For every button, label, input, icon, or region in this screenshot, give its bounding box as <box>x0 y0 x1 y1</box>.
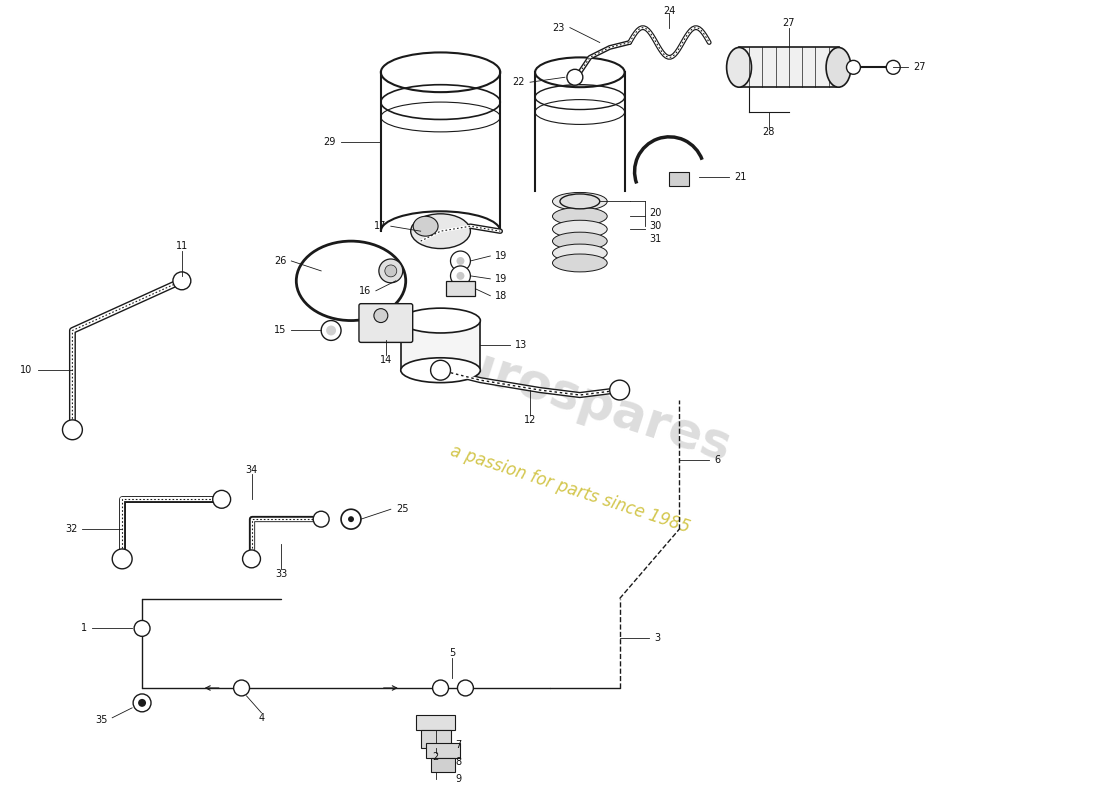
Text: 7: 7 <box>455 739 462 750</box>
Text: 14: 14 <box>379 355 392 366</box>
Text: 25: 25 <box>396 504 408 514</box>
Circle shape <box>348 516 354 522</box>
Circle shape <box>326 326 337 335</box>
Text: 22: 22 <box>513 78 525 87</box>
Ellipse shape <box>400 358 481 382</box>
FancyBboxPatch shape <box>359 304 412 342</box>
Ellipse shape <box>552 244 607 262</box>
Text: 16: 16 <box>359 286 371 296</box>
Bar <box>416 714 455 730</box>
Text: 33: 33 <box>275 569 287 578</box>
Text: 26: 26 <box>274 256 286 266</box>
Circle shape <box>321 321 341 341</box>
Ellipse shape <box>826 47 851 87</box>
Circle shape <box>456 272 464 280</box>
Circle shape <box>133 694 151 712</box>
Text: 32: 32 <box>65 524 77 534</box>
Text: 4: 4 <box>258 713 264 722</box>
Ellipse shape <box>552 232 607 250</box>
Text: 8: 8 <box>455 758 462 767</box>
Bar <box>400 321 481 370</box>
Text: 12: 12 <box>524 415 537 425</box>
Text: a passion for parts since 1985: a passion for parts since 1985 <box>448 442 692 537</box>
Text: 27: 27 <box>782 18 795 28</box>
Circle shape <box>212 490 231 508</box>
Text: 17: 17 <box>374 222 386 231</box>
Circle shape <box>385 265 397 277</box>
Text: eurospares: eurospares <box>422 328 738 472</box>
Text: 23: 23 <box>552 22 565 33</box>
Ellipse shape <box>410 214 471 249</box>
Text: 3: 3 <box>654 634 661 643</box>
Bar <box>426 742 461 758</box>
Text: 9: 9 <box>455 774 462 784</box>
Ellipse shape <box>535 58 625 87</box>
Text: 27: 27 <box>913 62 926 72</box>
Circle shape <box>63 420 82 440</box>
Ellipse shape <box>727 47 751 87</box>
Text: 6: 6 <box>714 454 720 465</box>
Circle shape <box>430 360 451 380</box>
Text: 10: 10 <box>21 366 33 375</box>
Circle shape <box>458 680 473 696</box>
Text: 18: 18 <box>495 290 507 301</box>
Text: 29: 29 <box>323 137 337 147</box>
Text: 20: 20 <box>649 208 662 218</box>
Ellipse shape <box>400 308 481 333</box>
Circle shape <box>566 70 583 86</box>
Bar <box>670 171 690 186</box>
Ellipse shape <box>552 207 607 226</box>
Bar <box>446 281 475 296</box>
Circle shape <box>847 60 860 74</box>
Text: 24: 24 <box>663 6 675 16</box>
Bar <box>739 47 838 87</box>
Text: 19: 19 <box>495 274 507 284</box>
Circle shape <box>233 680 250 696</box>
Ellipse shape <box>552 220 607 238</box>
Ellipse shape <box>552 193 607 210</box>
Circle shape <box>378 259 403 283</box>
Text: 1: 1 <box>81 623 87 634</box>
Ellipse shape <box>414 216 438 236</box>
Text: 34: 34 <box>245 465 257 474</box>
Circle shape <box>139 699 146 707</box>
Text: 11: 11 <box>176 241 188 251</box>
Circle shape <box>243 550 261 568</box>
Text: 31: 31 <box>649 234 662 244</box>
Text: 15: 15 <box>274 326 286 335</box>
Circle shape <box>374 309 388 322</box>
Ellipse shape <box>381 53 500 92</box>
Circle shape <box>112 549 132 569</box>
Circle shape <box>456 257 464 265</box>
Text: 2: 2 <box>432 753 439 762</box>
Text: 19: 19 <box>495 251 507 261</box>
Text: 35: 35 <box>95 714 107 725</box>
Bar <box>420 730 451 747</box>
Circle shape <box>451 266 471 286</box>
Circle shape <box>609 380 629 400</box>
Bar <box>430 758 455 772</box>
Text: 5: 5 <box>450 648 455 658</box>
Circle shape <box>432 680 449 696</box>
Text: 13: 13 <box>515 340 527 350</box>
Text: 28: 28 <box>762 127 776 137</box>
Ellipse shape <box>560 194 600 209</box>
Circle shape <box>173 272 190 290</box>
Circle shape <box>314 511 329 527</box>
Ellipse shape <box>552 254 607 272</box>
Circle shape <box>451 251 471 271</box>
Text: 21: 21 <box>734 171 747 182</box>
Text: 30: 30 <box>649 222 662 231</box>
Circle shape <box>887 60 900 74</box>
Circle shape <box>134 621 150 636</box>
